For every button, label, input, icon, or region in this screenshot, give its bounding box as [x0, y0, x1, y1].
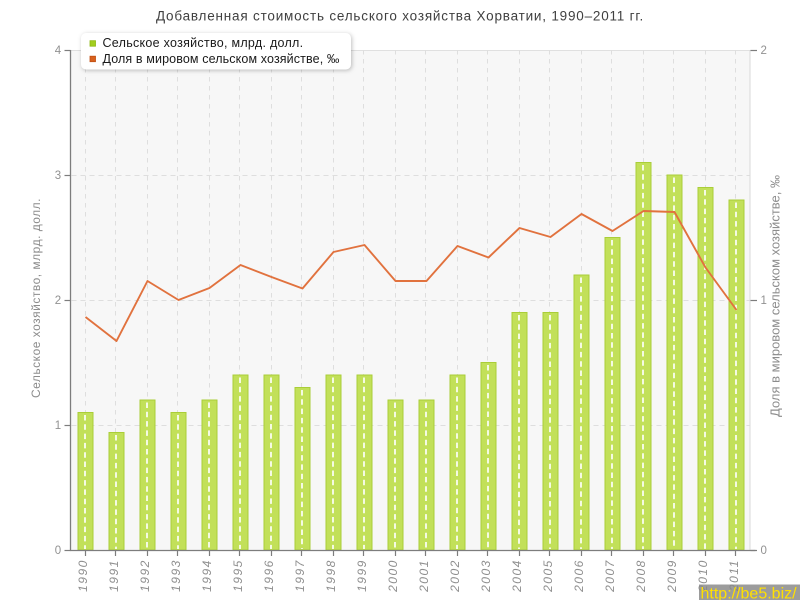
svg-text:1996: 1996	[262, 559, 276, 592]
svg-text:2010: 2010	[696, 559, 710, 593]
svg-text:0: 0	[761, 545, 767, 557]
svg-text:1993: 1993	[169, 559, 183, 592]
svg-text:1991: 1991	[107, 559, 121, 592]
svg-text:1995: 1995	[231, 559, 245, 592]
svg-text:2008: 2008	[634, 559, 648, 593]
svg-text:2007: 2007	[603, 559, 617, 593]
svg-text:2000: 2000	[386, 559, 400, 593]
svg-text:http://be5.biz/: http://be5.biz/	[701, 586, 798, 600]
svg-text:2005: 2005	[541, 559, 555, 593]
svg-text:2: 2	[761, 45, 767, 57]
svg-text:2004: 2004	[510, 559, 524, 593]
svg-text:1997: 1997	[293, 559, 307, 592]
svg-text:Добавленная стоимость сельског: Добавленная стоимость сельского хозяйств…	[156, 9, 644, 24]
svg-text:1: 1	[55, 420, 61, 432]
svg-text:Сельское хозяйство, млрд. долл: Сельское хозяйство, млрд. долл.	[103, 36, 304, 50]
svg-text:1: 1	[761, 295, 767, 307]
svg-text:1990: 1990	[76, 559, 90, 592]
svg-text:Доля в мировом сельском хозяйс: Доля в мировом сельском хозяйстве, ‰	[103, 52, 340, 66]
svg-text:1998: 1998	[324, 559, 338, 592]
svg-text:2: 2	[55, 295, 61, 307]
svg-text:2001: 2001	[417, 559, 431, 593]
svg-text:1992: 1992	[138, 559, 152, 592]
svg-text:2006: 2006	[572, 559, 586, 593]
svg-text:2009: 2009	[665, 559, 679, 593]
svg-text:4: 4	[55, 45, 62, 57]
svg-text:0: 0	[55, 545, 61, 557]
svg-text:2002: 2002	[448, 559, 462, 593]
svg-text:Доля в мировом сельском хозяйс: Доля в мировом сельском хозяйстве, ‰	[768, 175, 783, 417]
svg-text:3: 3	[55, 170, 61, 182]
svg-text:Сельское хозяйство, млрд. долл: Сельское хозяйство, млрд. долл.	[29, 198, 43, 398]
svg-text:2003: 2003	[479, 559, 493, 593]
svg-text:2011: 2011	[727, 559, 741, 592]
svg-text:1994: 1994	[200, 559, 214, 592]
svg-text:1999: 1999	[355, 559, 369, 592]
